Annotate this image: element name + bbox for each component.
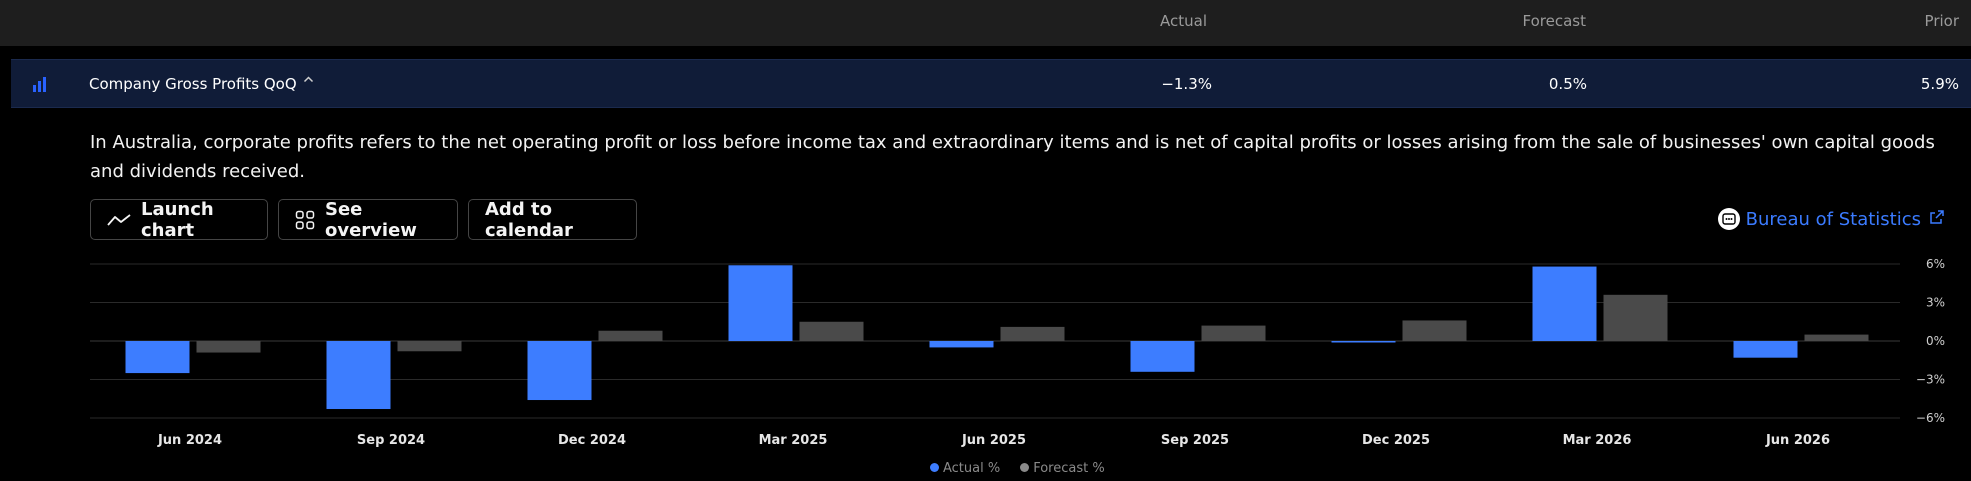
- forecast-bar[interactable]: [1201, 325, 1266, 341]
- forecast-bar[interactable]: [1804, 334, 1869, 341]
- source-link[interactable]: Bureau of Statistics: [1717, 208, 1945, 230]
- x-tick-label: Dec 2024: [558, 433, 626, 448]
- x-tick-label: Sep 2025: [1161, 433, 1229, 448]
- y-tick-label: 6%: [1926, 257, 1945, 271]
- actual-bar[interactable]: [728, 265, 793, 341]
- actual-bar[interactable]: [1130, 341, 1195, 372]
- x-tick-label: Sep 2024: [357, 433, 425, 448]
- forecast-bar[interactable]: [799, 321, 864, 341]
- x-tick-label: Mar 2026: [1563, 433, 1632, 448]
- external-link-icon: [1929, 209, 1945, 230]
- actual-bar[interactable]: [326, 341, 391, 410]
- legend-item-actual[interactable]: Actual %: [930, 461, 1000, 476]
- source-badge-icon: [1717, 208, 1740, 230]
- y-tick-label: −6%: [1916, 411, 1945, 425]
- prior-column-header: Prior: [1924, 12, 1959, 30]
- x-tick-label: Jun 2025: [961, 433, 1026, 448]
- forecast-bar[interactable]: [1402, 320, 1467, 341]
- line-chart-icon: [107, 213, 131, 227]
- actual-column-header: Actual: [1160, 12, 1207, 30]
- source-label: Bureau of Statistics: [1745, 208, 1921, 230]
- profits-bar-chart: 6% 3% 0% −3% −6% Jun 2024 Sep 2024 Dec 2024 Mar …: [90, 257, 1945, 448]
- actual-value: −1.3%: [1161, 75, 1212, 93]
- actual-bar[interactable]: [1532, 266, 1597, 341]
- forecast-bar[interactable]: [397, 341, 462, 352]
- chart-legend: Actual % Forecast %: [930, 461, 1105, 476]
- legend-forecast-dot: [1020, 463, 1030, 472]
- event-description: In Australia, corporate profits refers t…: [90, 132, 1935, 182]
- actual-bar[interactable]: [929, 341, 994, 348]
- forecast-bar[interactable]: [196, 341, 261, 353]
- y-tick-label: 3%: [1926, 296, 1945, 310]
- grid-icon: [295, 210, 315, 230]
- forecast-column-header: Forecast: [1522, 12, 1586, 30]
- x-tick-label: Mar 2025: [759, 433, 828, 448]
- x-tick-label: Jun 2026: [1765, 433, 1830, 448]
- event-row[interactable]: Company Gross Profits QoQ −1.3% 0.5% 5.9…: [11, 59, 1971, 108]
- actual-bar[interactable]: [1733, 341, 1798, 358]
- add-to-calendar-button[interactable]: Add to calendar: [468, 198, 637, 241]
- y-tick-label: −3%: [1916, 373, 1945, 387]
- chevron-up-icon[interactable]: [303, 74, 314, 88]
- forecast-bar[interactable]: [1603, 294, 1668, 341]
- actual-bar[interactable]: [527, 341, 592, 401]
- x-tick-label: Dec 2025: [1362, 433, 1430, 448]
- forecast-bar[interactable]: [1000, 326, 1065, 341]
- x-tick-label: Jun 2024: [157, 433, 222, 448]
- forecast-bar[interactable]: [598, 330, 663, 341]
- column-header-row: Actual Forecast Prior: [0, 0, 1971, 46]
- bar-chart-icon: [33, 77, 48, 92]
- see-overview-label: See overview: [325, 198, 417, 241]
- launch-chart-label: Launch chart: [141, 198, 214, 241]
- actual-bar[interactable]: [1331, 341, 1396, 343]
- legend-actual-label: Actual %: [943, 461, 1001, 476]
- add-to-calendar-label: Add to calendar: [485, 198, 573, 241]
- event-title: Company Gross Profits QoQ: [89, 75, 297, 93]
- forecast-value: 0.5%: [1548, 75, 1587, 93]
- y-tick-label: 0%: [1926, 334, 1945, 348]
- prior-value: 5.9%: [1920, 75, 1959, 93]
- launch-chart-button[interactable]: Launch chart: [90, 198, 268, 241]
- actual-bar[interactable]: [125, 341, 190, 374]
- legend-item-forecast[interactable]: Forecast %: [1020, 461, 1105, 476]
- see-overview-button[interactable]: See overview: [278, 198, 458, 241]
- legend-forecast-label: Forecast %: [1033, 461, 1105, 476]
- legend-actual-dot: [930, 463, 939, 472]
